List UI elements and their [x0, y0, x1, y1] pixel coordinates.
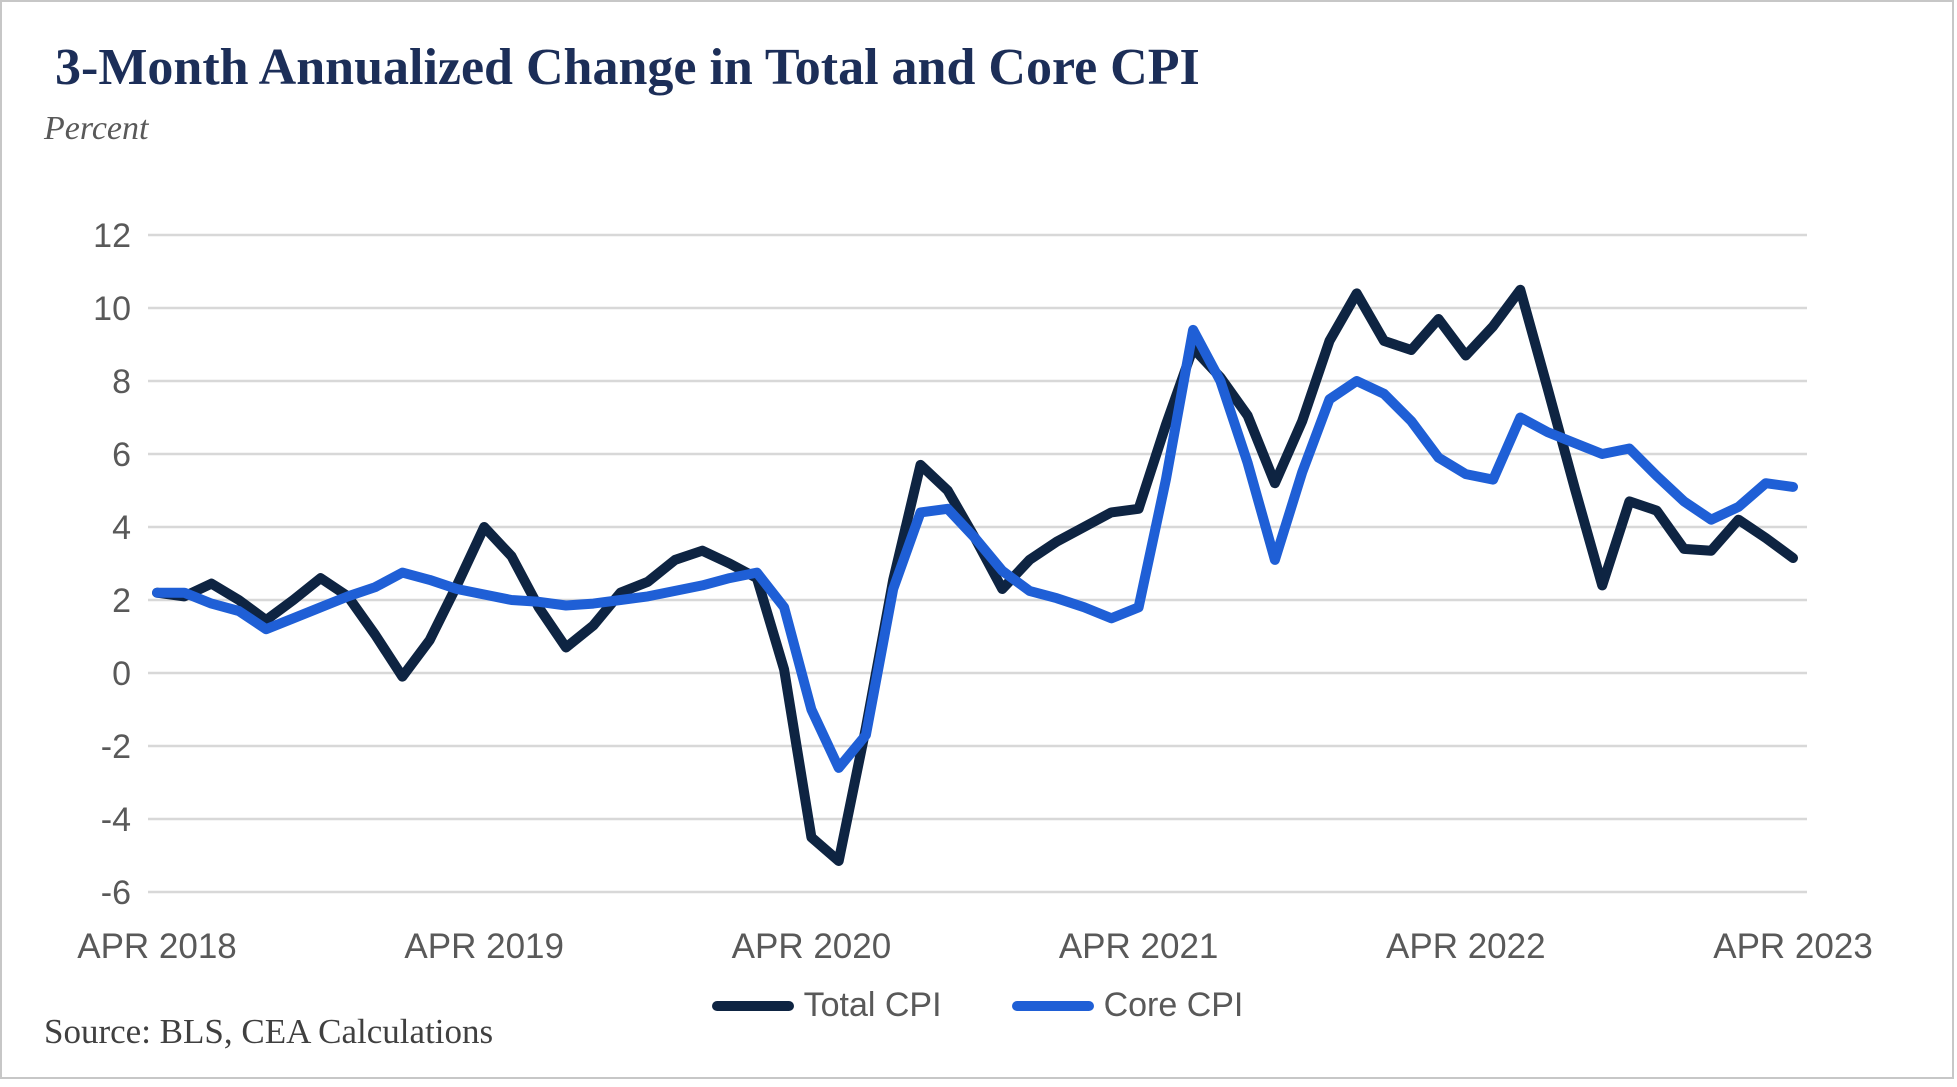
y-axis-tick-label: 2 — [112, 582, 131, 620]
y-axis-tick-label: -2 — [101, 728, 131, 766]
y-axis-tick-label: -6 — [101, 874, 131, 912]
x-axis-tick-label: APR 2019 — [404, 927, 564, 966]
x-axis-tick-label: APR 2023 — [1713, 927, 1873, 966]
x-axis-tick-label: APR 2020 — [732, 927, 892, 966]
y-axis-tick-label: 6 — [112, 436, 131, 474]
legend-item-core-cpi: Core CPI — [1011, 986, 1244, 1025]
source-note: Source: BLS, CEA Calculations — [44, 1012, 494, 1051]
y-axis-unit-label: Percent — [44, 110, 149, 147]
core-cpi-line — [152, 324, 1798, 773]
y-axis-tick-label: 12 — [93, 217, 131, 255]
y-axis-tick-label: 0 — [112, 655, 131, 693]
legend-label: Total CPI — [803, 986, 942, 1024]
chart-legend: Total CPI Core CPI — [148, 986, 1807, 1025]
page-title: 3-Month Annualized Change in Total and C… — [55, 39, 1200, 96]
x-axis-tick-label: APR 2018 — [77, 927, 237, 966]
total-cpi-line-swatch — [711, 1000, 794, 1011]
y-axis-tick-label: 8 — [112, 363, 131, 401]
y-axis-tick-label: 4 — [112, 509, 131, 547]
y-axis-tick-label: -4 — [101, 801, 131, 839]
legend-label: Core CPI — [1103, 986, 1244, 1024]
legend-item-total-cpi: Total CPI — [711, 986, 942, 1025]
y-axis-tick-label: 10 — [93, 290, 131, 328]
x-axis-tick-label: APR 2022 — [1386, 927, 1546, 966]
x-axis-tick-label: APR 2021 — [1059, 927, 1219, 966]
core-cpi-line-swatch — [1011, 1000, 1094, 1011]
